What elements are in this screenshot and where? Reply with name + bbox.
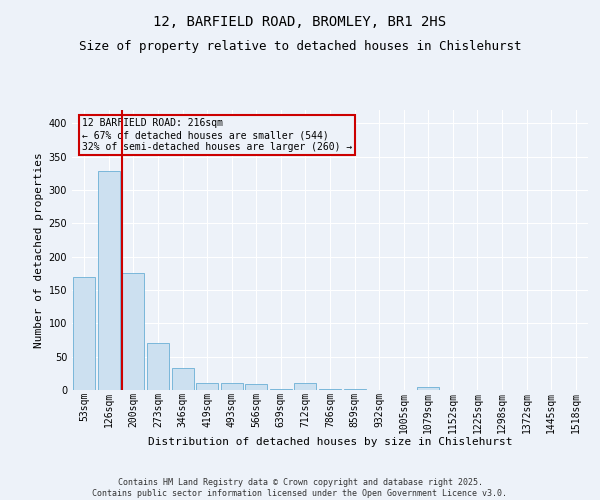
Y-axis label: Number of detached properties: Number of detached properties: [34, 152, 44, 348]
Text: Size of property relative to detached houses in Chislehurst: Size of property relative to detached ho…: [79, 40, 521, 53]
Bar: [98, 172, 120, 390]
Bar: [245, 384, 268, 390]
Bar: [73, 276, 95, 390]
Bar: [122, 274, 145, 390]
Text: 12 BARFIELD ROAD: 216sqm
← 67% of detached houses are smaller (544)
32% of semi-: 12 BARFIELD ROAD: 216sqm ← 67% of detach…: [82, 118, 353, 152]
Text: Contains HM Land Registry data © Crown copyright and database right 2025.
Contai: Contains HM Land Registry data © Crown c…: [92, 478, 508, 498]
X-axis label: Distribution of detached houses by size in Chislehurst: Distribution of detached houses by size …: [148, 436, 512, 446]
Bar: [319, 388, 341, 390]
Bar: [221, 384, 243, 390]
Text: 12, BARFIELD ROAD, BROMLEY, BR1 2HS: 12, BARFIELD ROAD, BROMLEY, BR1 2HS: [154, 15, 446, 29]
Bar: [295, 384, 316, 390]
Bar: [172, 368, 194, 390]
Bar: [417, 388, 439, 390]
Bar: [147, 344, 169, 390]
Bar: [270, 388, 292, 390]
Bar: [196, 384, 218, 390]
